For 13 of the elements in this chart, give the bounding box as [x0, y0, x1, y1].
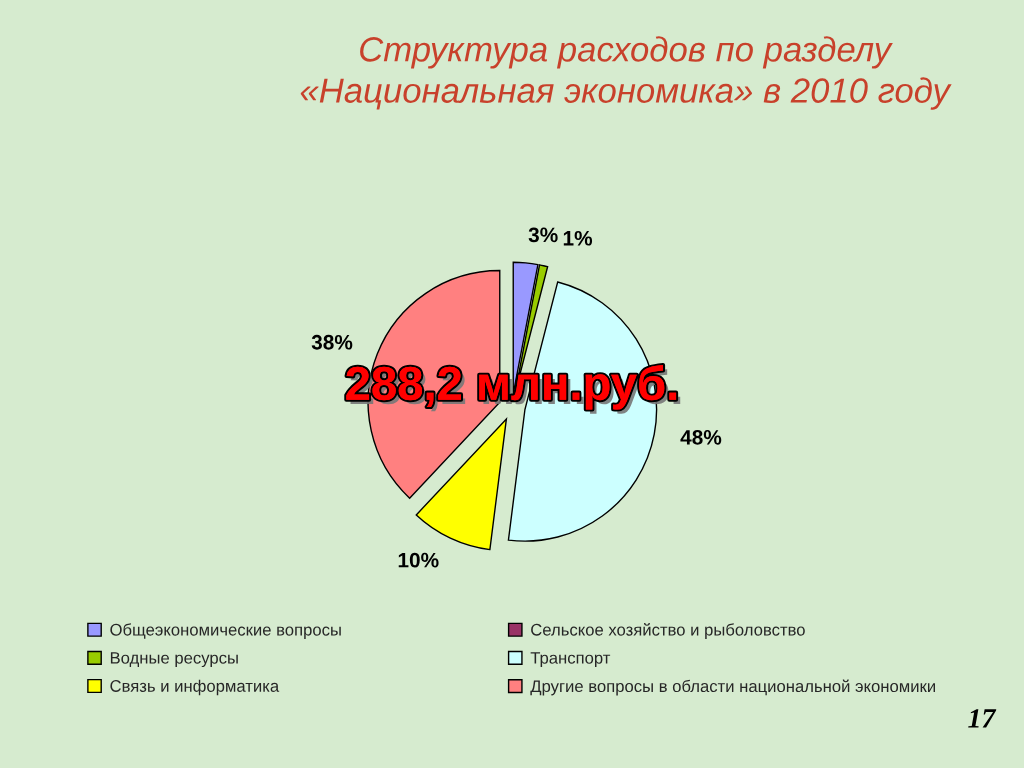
data-label: 3% [528, 227, 558, 243]
legend-label: Связь и информатика [110, 679, 280, 696]
data-label: 1% [563, 230, 593, 246]
data-label: 10% [398, 552, 439, 568]
text: 17 [968, 709, 997, 728]
legend-label: Общеэкономические вопросы [110, 623, 341, 639]
legend-label: Сельское хозяйство и рыболовство [531, 623, 805, 639]
legend-label: Другие вопросы в области национальной экономики [530, 679, 935, 696]
legend-label: Водные ресурсы [110, 652, 238, 668]
legend-label: Транспорт [530, 652, 611, 668]
chart-title: Структура расходов по разделу «Национальная экономика» в 2010 году [300, 36, 952, 110]
data-label: 38% [311, 334, 353, 350]
data-label: 48% [680, 429, 722, 445]
